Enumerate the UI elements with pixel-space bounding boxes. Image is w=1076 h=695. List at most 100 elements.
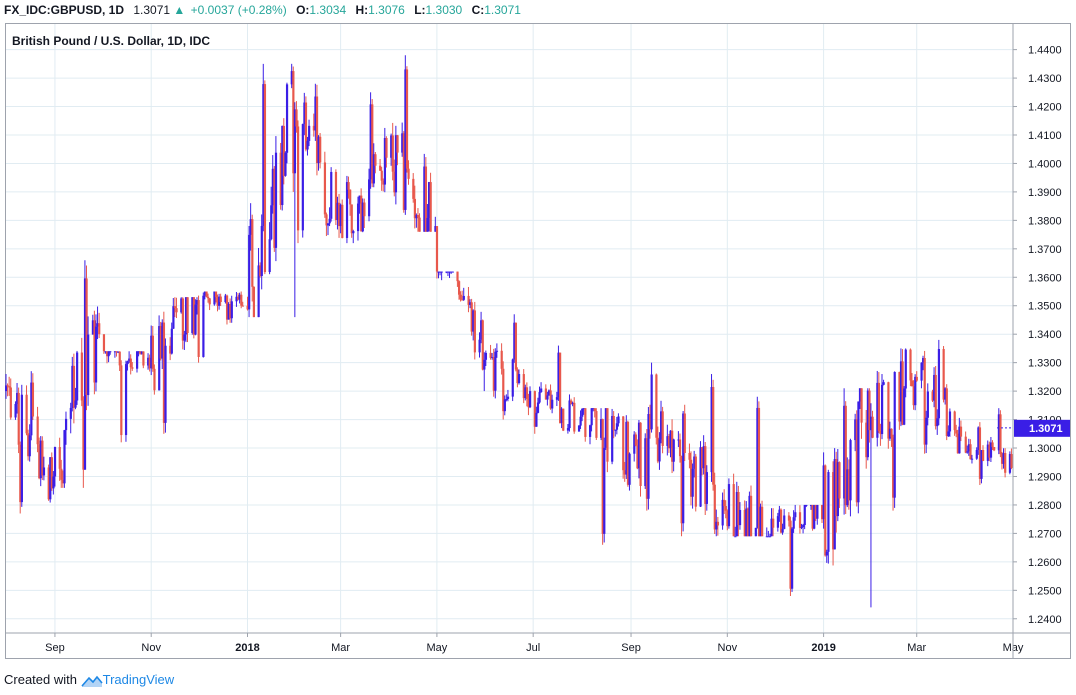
candle-body — [517, 374, 521, 384]
candle-body — [702, 446, 705, 469]
candle-body — [109, 351, 112, 353]
candle-body — [844, 405, 847, 506]
candle-body — [934, 374, 937, 427]
candle-body — [83, 278, 87, 470]
candle-body — [401, 133, 404, 153]
tradingview-logo-icon — [81, 675, 103, 687]
x-tick-label: 2019 — [811, 642, 835, 654]
candle-body — [53, 447, 57, 477]
candle-body — [560, 408, 563, 423]
candle-body — [910, 380, 914, 387]
candle-body — [745, 508, 748, 537]
candle-body — [481, 320, 484, 370]
candle-body — [416, 215, 420, 218]
candle-body — [120, 365, 123, 436]
candle-body — [405, 69, 409, 169]
candle-body — [172, 306, 175, 329]
candle-body — [437, 271, 440, 273]
candle-body — [701, 447, 704, 469]
tradingview-link[interactable]: TradingView — [102, 672, 175, 687]
candle-body — [445, 271, 448, 273]
candle-body — [947, 431, 950, 437]
candle-body — [9, 387, 12, 418]
candle-body — [126, 361, 129, 365]
candle-body — [459, 294, 462, 300]
candle-body — [904, 349, 907, 389]
candle-body — [279, 152, 282, 206]
candle-body — [794, 512, 797, 518]
candle-body — [262, 84, 265, 226]
y-tick-label: 1.3700 — [1028, 244, 1062, 256]
candle-body — [933, 374, 936, 401]
candle-body — [912, 386, 915, 406]
candle-body — [118, 351, 121, 366]
candle-body — [767, 536, 770, 538]
symbol-label[interactable]: FX_IDC:GBPUSD, 1D — [4, 3, 125, 17]
candle-body — [645, 438, 649, 499]
candle-body — [978, 427, 982, 479]
chart-grid — [6, 24, 1014, 633]
candle-body — [153, 368, 156, 391]
created-with-label: Created with — [4, 672, 77, 687]
candle-body — [800, 527, 803, 529]
candle-body — [371, 104, 374, 184]
chart-frame — [5, 23, 1071, 659]
y-tick-label: 1.3200 — [1028, 386, 1062, 398]
candle-body — [76, 352, 79, 401]
candle-body — [347, 182, 350, 190]
candle-body — [846, 469, 849, 506]
candle-body — [803, 504, 806, 526]
candle-body — [847, 469, 851, 501]
candle-body — [315, 96, 319, 164]
candle-body — [456, 271, 459, 282]
candle-body — [113, 351, 117, 353]
candle-body — [339, 204, 342, 227]
candle-body — [690, 459, 693, 497]
candle-body — [923, 358, 926, 445]
candle-body — [295, 109, 298, 127]
symbol-header: FX_IDC:GBPUSD, 1D 1.3071 ▲ +0.0037 (+0.2… — [0, 0, 1076, 20]
candle-body — [899, 361, 903, 422]
candle-body — [469, 302, 472, 305]
candle-body — [838, 462, 841, 499]
candle-body — [336, 202, 339, 221]
candle-body — [195, 300, 199, 305]
candle-body — [658, 439, 661, 462]
candle-body — [102, 334, 106, 352]
candle-body — [396, 135, 399, 153]
candle-body — [857, 401, 860, 503]
candle-body — [893, 371, 896, 498]
candle-body — [590, 408, 593, 426]
candle-body — [241, 305, 244, 307]
candle-body — [428, 182, 431, 218]
candle-body — [74, 400, 77, 408]
candle-body — [634, 434, 637, 446]
candle-body — [5, 385, 8, 392]
candle-body — [500, 350, 503, 369]
candle-body — [274, 152, 278, 248]
y-tick-label: 1.3400 — [1028, 329, 1062, 341]
candle-body — [866, 390, 869, 458]
up-arrow-icon: ▲ — [173, 3, 186, 17]
candle-body — [293, 109, 297, 174]
candle-body — [169, 345, 172, 354]
candle-body — [937, 348, 941, 419]
candle-body — [666, 436, 669, 446]
candle-body — [871, 416, 874, 438]
candle-body — [446, 271, 450, 273]
candle-body — [98, 323, 101, 335]
candle-body — [798, 512, 802, 528]
candle-body — [31, 382, 35, 417]
candle-body — [524, 387, 527, 399]
candle-body — [131, 367, 134, 369]
candle-body — [625, 421, 628, 475]
candle-body — [91, 320, 95, 335]
candle-body — [128, 358, 131, 362]
candle-body — [363, 202, 366, 217]
candle-body — [273, 168, 276, 248]
candle-body — [268, 239, 271, 273]
candle-body — [770, 518, 773, 537]
candle-body — [705, 472, 708, 504]
candle-body — [350, 204, 353, 234]
